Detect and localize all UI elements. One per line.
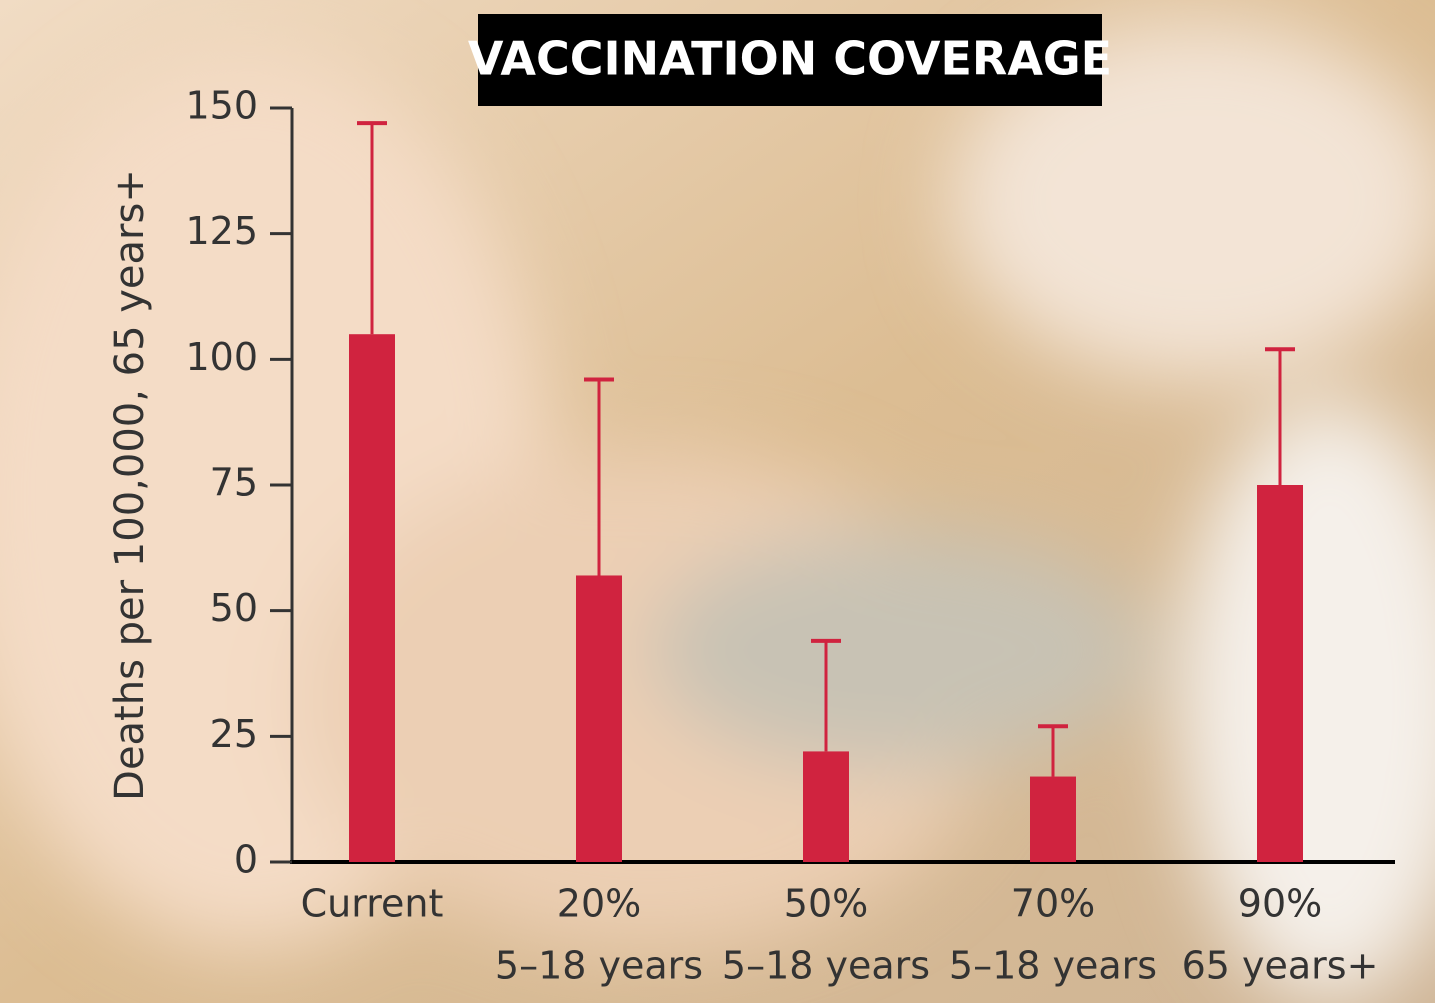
x-tick-label: 20% bbox=[557, 882, 641, 926]
bar bbox=[576, 575, 622, 862]
x-tick-label: 65 years+ bbox=[1182, 944, 1379, 988]
y-tick-label: 100 bbox=[185, 335, 258, 379]
x-tick-label: 90% bbox=[1238, 882, 1322, 926]
y-tick-label: 125 bbox=[185, 209, 258, 253]
title-box bbox=[478, 14, 1102, 106]
bar bbox=[1030, 776, 1076, 862]
x-tick-label: 50% bbox=[784, 882, 868, 926]
y-tick-label: 150 bbox=[185, 84, 258, 128]
chart-title: VACCINATION COVERAGE bbox=[468, 32, 1112, 86]
y-tick-label: 50 bbox=[210, 586, 258, 630]
x-tick-label: 5–18 years bbox=[495, 944, 703, 988]
bar bbox=[1257, 485, 1303, 862]
y-tick-label: 75 bbox=[210, 461, 258, 505]
bar bbox=[349, 334, 395, 862]
x-tick-label: 70% bbox=[1011, 882, 1095, 926]
x-tick-label: 5–18 years bbox=[949, 944, 1157, 988]
bar bbox=[803, 751, 849, 862]
y-tick-label: 0 bbox=[234, 838, 258, 882]
x-tick-label: 5–18 years bbox=[722, 944, 930, 988]
y-tick-label: 25 bbox=[210, 712, 258, 756]
y-axis-label: Deaths per 100,000, 65 years+ bbox=[107, 169, 153, 801]
x-tick-label: Current bbox=[301, 882, 444, 926]
